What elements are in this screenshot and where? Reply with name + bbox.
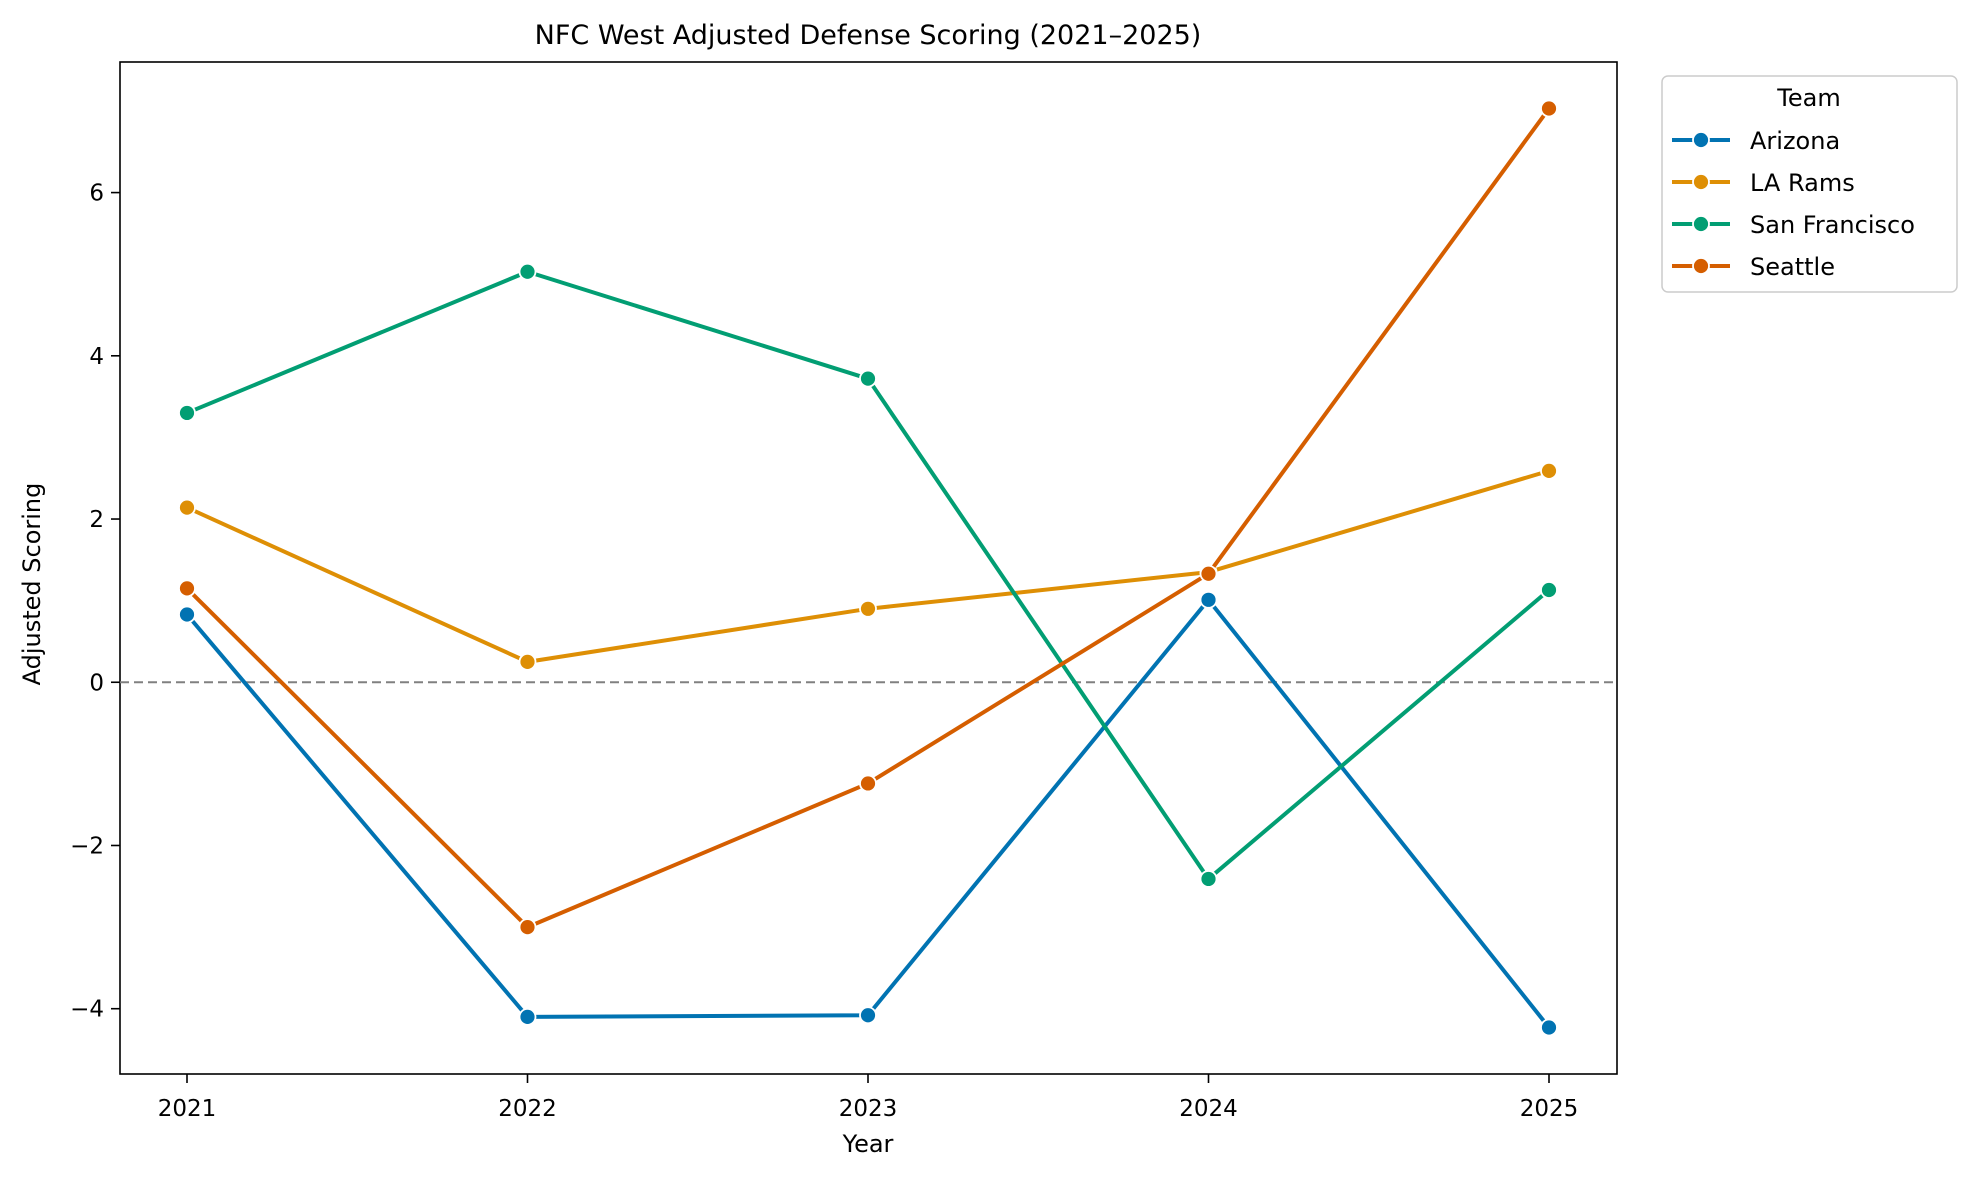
legend-item-arizona: Arizona (1672, 127, 1840, 155)
data-point-san-francisco-2025 (1540, 581, 1558, 599)
data-point-seattle-2022 (518, 918, 537, 936)
chart-title: NFC West Adjusted Defense Scoring (2021–… (535, 20, 1202, 51)
data-point-san-francisco-2024 (1199, 870, 1218, 888)
legend-label-la-rams: LA Rams (1750, 169, 1855, 197)
legend-box (1661, 75, 1958, 293)
data-point-arizona-2024 (1199, 590, 1218, 609)
y-tick-label--2: −2 (70, 833, 104, 859)
x-tick-label-2021: 2021 (158, 1096, 217, 1122)
series-la-rams (178, 461, 1558, 671)
series-line-seattle (185, 106, 1551, 930)
y-tick-label-0: 0 (89, 670, 104, 696)
data-point-seattle-2023 (859, 774, 877, 793)
series-line-la-rams (185, 468, 1551, 664)
legend-swatch-marker-seattle (1692, 257, 1710, 275)
legend-item-san-francisco: San Francisco (1672, 211, 1915, 239)
data-point-san-francisco-2021 (178, 404, 196, 422)
x-tick-label-2025: 2025 (1520, 1096, 1579, 1122)
data-point-san-francisco-2023 (859, 369, 877, 388)
legend-item-seattle: Seattle (1672, 253, 1835, 281)
y-tick-label-6: 6 (89, 181, 104, 207)
series-line-arizona (185, 597, 1551, 1030)
legend-title: Team (1776, 84, 1840, 112)
data-point-la-rams-2023 (859, 599, 877, 618)
data-point-la-rams-2021 (178, 498, 196, 517)
data-point-seattle-2021 (178, 579, 196, 598)
data-point-arizona-2025 (1540, 1018, 1558, 1037)
series-group (178, 99, 1558, 1037)
legend: Team Arizona LA Rams San Francisco Seattle (1661, 75, 1958, 293)
series-arizona (178, 590, 1558, 1037)
y-tick-label-2: 2 (89, 507, 104, 533)
legend-swatch-marker-arizona (1692, 131, 1710, 149)
y-axis-label: Adjusted Scoring (18, 483, 46, 686)
data-point-la-rams-2022 (518, 652, 537, 671)
series-san-francisco (178, 262, 1558, 888)
plot-frame (119, 61, 1618, 1075)
axes: 2021 2022 2023 2024 2025 −4 −2 0 2 4 6 (70, 61, 1618, 1122)
x-tick-label-2022: 2022 (498, 1096, 557, 1122)
y-tick-label--4: −4 (70, 997, 104, 1023)
data-point-seattle-2024 (1199, 564, 1218, 583)
x-axis-label: Year (842, 1130, 894, 1158)
data-point-san-francisco-2022 (518, 262, 537, 281)
y-tick-label-4: 4 (89, 344, 104, 370)
series-seattle (178, 99, 1558, 936)
data-point-seattle-2025 (1540, 99, 1558, 118)
legend-label-seattle: Seattle (1750, 253, 1835, 281)
legend-swatch-marker-la-rams (1692, 173, 1710, 191)
data-point-arizona-2023 (859, 1006, 877, 1025)
legend-item-la-rams: LA Rams (1672, 169, 1855, 197)
legend-label-arizona: Arizona (1750, 127, 1840, 155)
data-point-arizona-2022 (518, 1007, 537, 1026)
x-tick-label-2023: 2023 (839, 1096, 898, 1122)
data-point-arizona-2021 (178, 605, 196, 624)
legend-label-san-francisco: San Francisco (1750, 211, 1915, 239)
x-tick-label-2024: 2024 (1179, 1096, 1238, 1122)
data-point-la-rams-2025 (1540, 461, 1558, 480)
legend-swatch-marker-san-francisco (1692, 215, 1710, 233)
